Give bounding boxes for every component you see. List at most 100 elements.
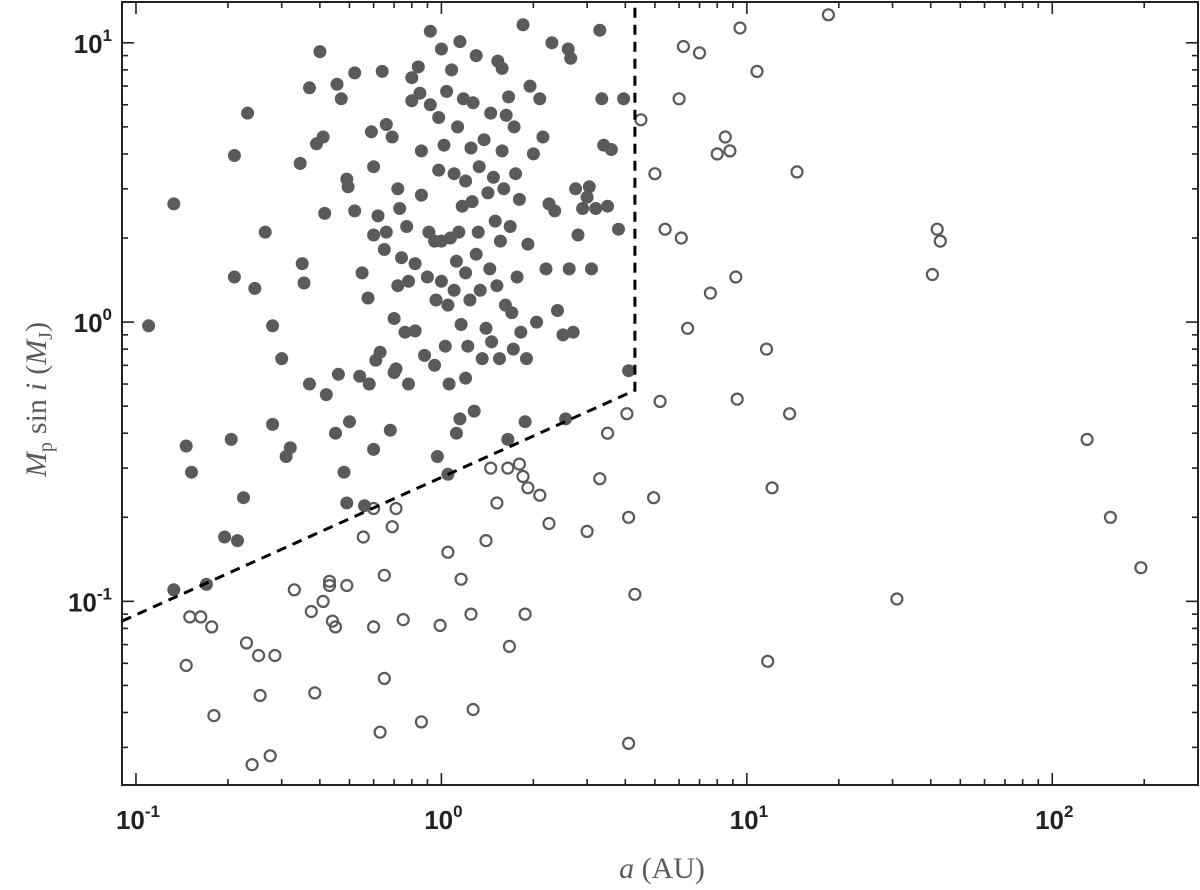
data-point-open-82 [1103, 510, 1118, 524]
y-axis-unit-subscript: J [35, 332, 57, 340]
data-point-filled-71 [405, 71, 419, 85]
data-point-filled-74 [411, 60, 425, 74]
data-point-filled-144 [502, 90, 516, 104]
data-point-filled-134 [490, 279, 504, 293]
data-point-filled-99 [445, 63, 459, 77]
x-tick-label-3: 102 [1035, 802, 1073, 835]
data-point-filled-40 [348, 204, 362, 218]
data-point-open-54 [646, 491, 661, 505]
data-point-open-56 [653, 394, 667, 408]
data-point-filled-81 [423, 24, 437, 38]
data-point-filled-34 [337, 465, 351, 479]
data-point-filled-170 [562, 262, 576, 276]
data-point-filled-87 [432, 163, 446, 177]
data-point-filled-139 [495, 144, 509, 158]
data-point-open-47 [593, 472, 607, 486]
data-point-open-59 [674, 231, 688, 245]
data-point-open-57 [658, 222, 672, 236]
data-point-filled-140 [497, 182, 511, 196]
data-point-open-44 [533, 488, 547, 502]
data-point-open-7 [252, 648, 266, 663]
data-point-filled-72 [408, 324, 422, 338]
data-point-filled-4 [185, 465, 198, 479]
data-point-filled-126 [477, 133, 491, 147]
data-point-filled-138 [495, 61, 509, 75]
data-point-filled-149 [509, 167, 523, 181]
data-point-filled-177 [582, 180, 596, 194]
data-point-open-0 [179, 658, 193, 673]
data-point-filled-57 [383, 423, 397, 437]
data-point-filled-109 [455, 199, 469, 213]
data-point-filled-105 [452, 225, 466, 239]
data-point-open-65 [718, 130, 732, 144]
data-point-open-79 [930, 222, 944, 236]
data-point-open-11 [287, 583, 301, 597]
data-point-filled-31 [330, 77, 344, 91]
data-point-filled-124 [473, 283, 487, 297]
data-point-filled-10 [231, 534, 244, 548]
data-point-filled-82 [423, 98, 437, 112]
data-point-filled-47 [367, 160, 381, 174]
data-point-filled-88 [432, 111, 446, 124]
data-point-filled-54 [377, 243, 391, 256]
data-point-filled-167 [556, 328, 570, 342]
data-point-filled-160 [533, 92, 547, 106]
data-point-filled-94 [440, 84, 454, 98]
data-point-open-3 [205, 620, 219, 634]
data-point-filled-151 [512, 192, 526, 206]
data-point-filled-38 [343, 415, 356, 429]
data-point-filled-70 [405, 94, 419, 108]
data-point-filled-86 [430, 450, 444, 463]
plot-frame [121, 1, 1199, 786]
data-point-filled-183 [601, 199, 615, 213]
data-point-open-70 [750, 64, 764, 79]
data-point-filled-187 [622, 364, 636, 378]
data-point-open-33 [464, 607, 478, 621]
data-point-filled-132 [486, 170, 500, 184]
data-point-open-83 [1134, 561, 1148, 575]
y-tick-label-2-base: 10 [74, 29, 103, 59]
x-tick-label-1: 100 [424, 802, 462, 835]
data-point-open-50 [621, 510, 636, 524]
data-point-filled-42 [355, 266, 369, 280]
data-point-filled-95 [441, 298, 455, 312]
data-point-filled-26 [313, 45, 327, 59]
data-point-filled-156 [521, 237, 535, 251]
data-point-filled-76 [414, 188, 428, 202]
data-point-filled-164 [545, 36, 559, 50]
data-point-filled-58 [385, 130, 399, 144]
data-point-open-76 [821, 8, 836, 22]
data-point-filled-23 [303, 81, 316, 95]
data-point-filled-91 [434, 274, 448, 288]
data-point-filled-185 [612, 222, 625, 236]
data-point-filled-63 [391, 279, 405, 293]
data-point-filled-152 [514, 325, 528, 339]
data-point-filled-178 [585, 262, 598, 276]
data-point-open-62 [692, 46, 707, 60]
data-point-filled-186 [617, 92, 631, 106]
y-tick-label-2-exp: 1 [103, 26, 112, 45]
data-point-filled-153 [516, 18, 530, 32]
data-point-filled-130 [484, 106, 498, 120]
x-tick-label-2-exp: 1 [759, 802, 768, 821]
data-point-filled-49 [367, 442, 381, 456]
data-point-filled-121 [469, 247, 483, 261]
data-point-filled-62 [391, 182, 405, 196]
data-point-open-16 [322, 578, 337, 593]
data-point-open-52 [628, 587, 642, 601]
data-point-open-64 [710, 147, 724, 161]
data-point-filled-60 [387, 312, 401, 325]
data-point-filled-37 [341, 180, 355, 194]
data-point-filled-15 [266, 319, 280, 333]
data-point-filled-39 [348, 66, 362, 80]
data-point-filled-180 [593, 23, 607, 37]
data-point-filled-118 [466, 96, 480, 110]
data-point-filled-119 [467, 404, 481, 418]
data-point-open-9 [263, 749, 277, 763]
data-point-filled-101 [447, 283, 461, 297]
data-point-open-60 [676, 39, 691, 54]
data-point-filled-179 [589, 202, 603, 215]
y-tick-label-0-base: 10 [68, 587, 97, 617]
data-point-filled-2 [167, 583, 181, 597]
data-point-filled-155 [520, 352, 533, 366]
